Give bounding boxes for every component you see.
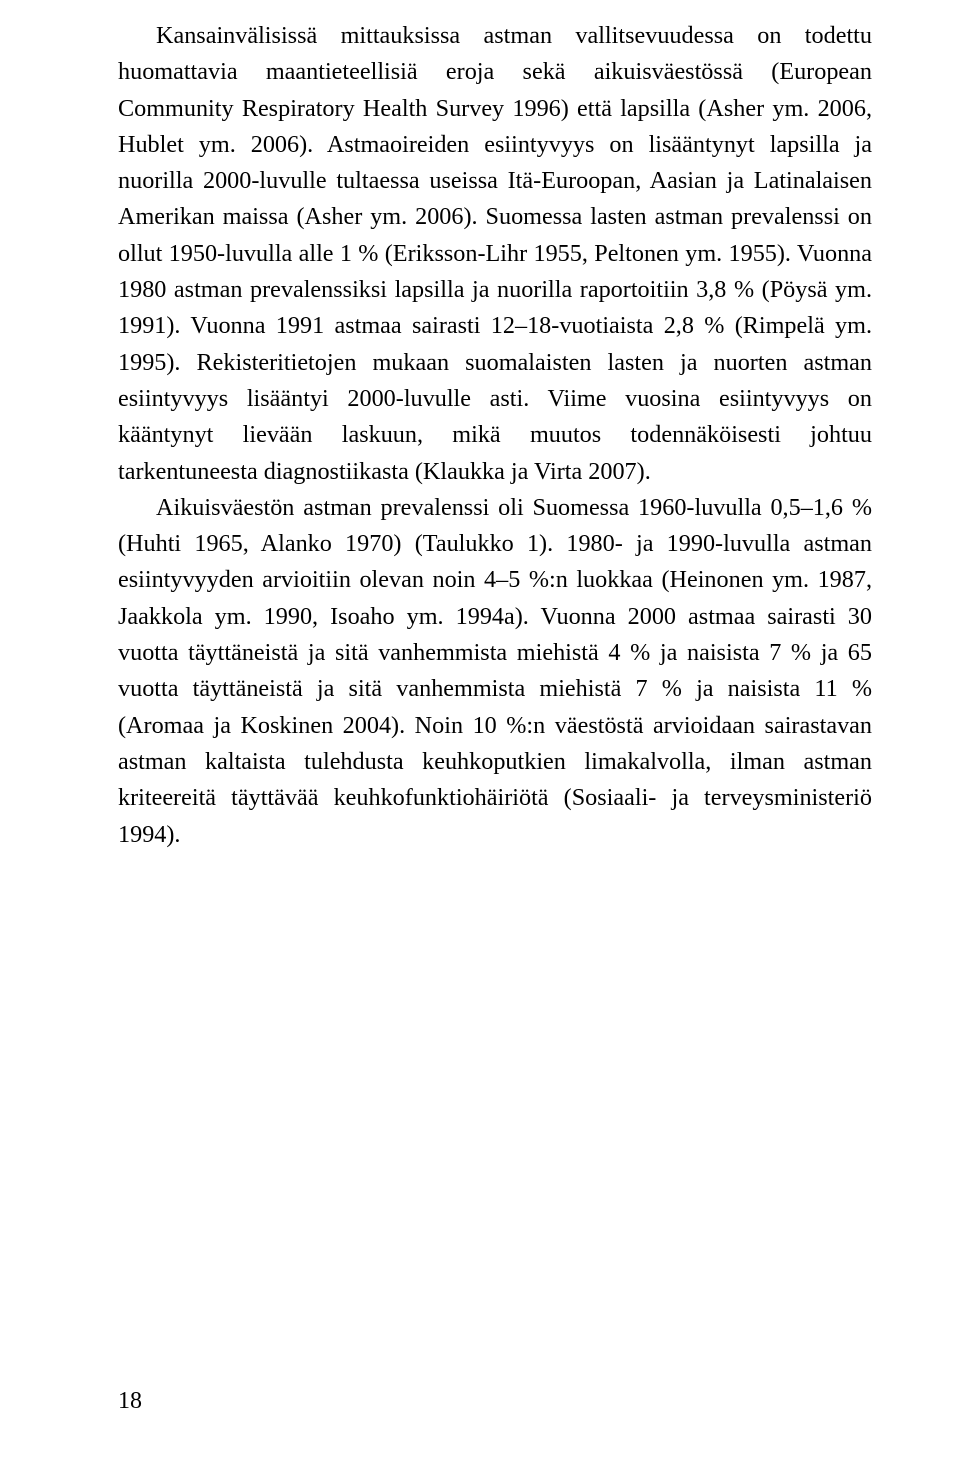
body-paragraph-1: Kansainvälisissä mittauksissa astman val… <box>118 18 872 490</box>
body-paragraph-2: Aikuisväestön astman prevalenssi oli Suo… <box>118 490 872 853</box>
paragraph-text: Kansainvälisissä mittauksissa astman val… <box>118 22 872 485</box>
page-number: 18 <box>118 1388 142 1415</box>
document-page: Kansainvälisissä mittauksissa astman val… <box>0 0 960 1461</box>
paragraph-text: Aikuisväestön astman prevalenssi oli Suo… <box>118 494 872 848</box>
